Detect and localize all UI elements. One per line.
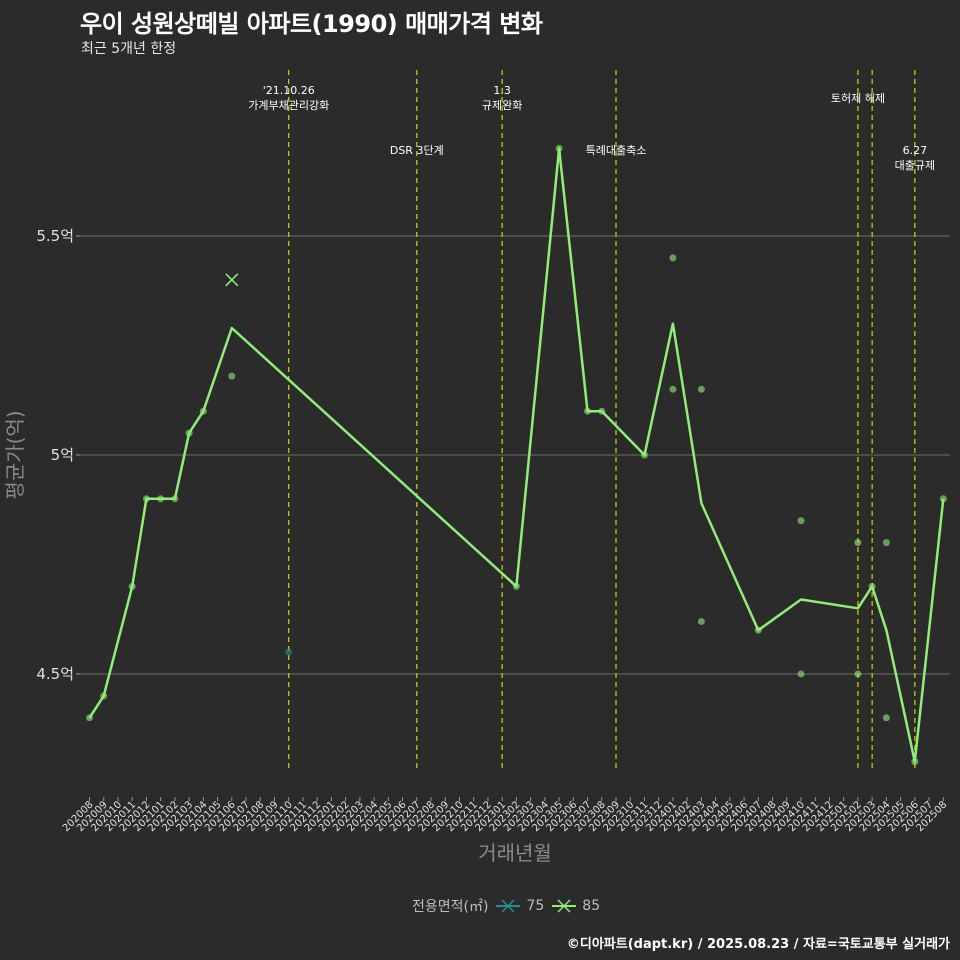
data-point-85 (854, 539, 862, 547)
y-tick-label: 5억 (51, 446, 74, 464)
data-point-85 (142, 495, 150, 503)
legend-label-75: 75 (526, 898, 545, 914)
chart-title: 우이 성원상떼빌 아파트(1990) 매매가격 변화 (80, 10, 543, 38)
data-point-85 (939, 495, 947, 503)
event-label: 가계부채관리강화 (248, 99, 329, 112)
grid-layer (80, 235, 950, 675)
data-point-85 (100, 692, 108, 700)
event-label: DSR 3단계 (390, 144, 444, 157)
data-point-85 (697, 385, 705, 393)
data-point-85 (697, 617, 705, 625)
event-label: 토허제 해제 (831, 91, 885, 105)
legend-label-85: 85 (582, 898, 601, 914)
data-point-85 (128, 582, 136, 590)
legend-key-75-icon (496, 899, 521, 913)
data-point-85 (669, 385, 677, 393)
data-point-85 (797, 517, 805, 525)
data-point-85 (199, 407, 207, 415)
y-axis-title: 평균가(억) (3, 410, 27, 499)
data-point-85 (512, 582, 520, 590)
event-label: '21.10.26 (263, 84, 315, 97)
y-tick-label: 5.5억 (36, 227, 74, 245)
legend-key-85-icon (552, 899, 577, 913)
data-point-85 (669, 254, 677, 262)
data-point-85 (882, 539, 890, 547)
data-point-85 (185, 429, 193, 437)
x-axis-title: 거래년월 (478, 841, 552, 865)
event-label: 특례대출축소 (586, 144, 647, 157)
event-label: 1.3 (493, 84, 511, 97)
data-point-85 (854, 670, 862, 678)
legend-title: 전용면적(㎡) (412, 899, 489, 915)
cross-stroke (225, 273, 239, 287)
data-point-85 (584, 407, 592, 415)
chart-subtitle: 최근 5개년 한정 (81, 41, 177, 57)
chart-caption: ©디아파트(dapt.kr) / 2025.08.23 / 자료=국토교통부 실… (566, 937, 950, 952)
data-cross-85 (225, 273, 239, 287)
data-point-85 (555, 144, 563, 152)
data-point-85 (86, 714, 93, 722)
legend-item-85: 85 (552, 896, 600, 916)
data-point-85 (882, 714, 890, 722)
data-point-85 (754, 626, 762, 634)
data-point-85 (228, 372, 236, 380)
data-point-85 (157, 495, 165, 503)
data-point-75 (285, 648, 293, 656)
data-point-85 (640, 451, 648, 459)
event-label: 대출규제 (895, 159, 935, 172)
y-tick-label: 4.5억 (36, 665, 74, 683)
point-layer (86, 144, 947, 766)
axis-layer: 4.5억5억5.5억202008202009202010202011202012… (36, 227, 949, 834)
event-label: 6.27 (903, 144, 928, 157)
data-point-85 (598, 407, 606, 415)
data-point-85 (171, 495, 179, 503)
data-point-85 (797, 670, 805, 678)
legend-item-75: 75 (496, 896, 544, 916)
data-point-85 (911, 758, 919, 766)
legend: 전용면적(㎡) 75 85 (412, 896, 600, 916)
data-point-85 (868, 582, 876, 590)
event-label: 규제완화 (482, 99, 522, 112)
